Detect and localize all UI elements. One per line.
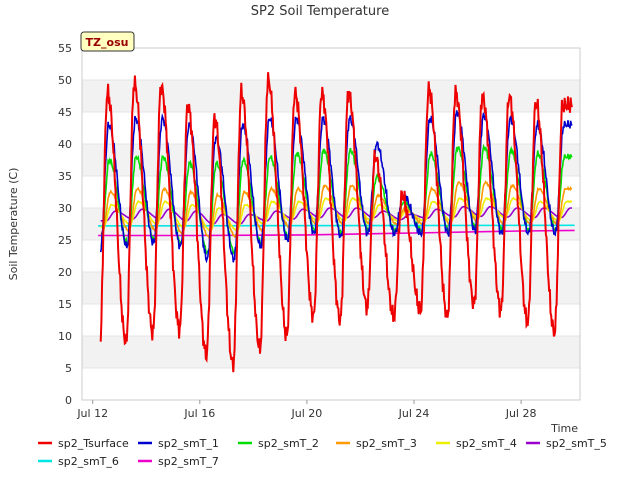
legend-label-sp2_smT_3: sp2_smT_3 xyxy=(356,437,417,450)
grid-band xyxy=(82,272,580,304)
y-tick-label: 55 xyxy=(58,42,72,55)
legend-label-sp2_smT_6: sp2_smT_6 xyxy=(58,455,119,468)
plot-area-frame xyxy=(81,47,581,401)
series-line-sp2_Tsurface xyxy=(99,72,573,373)
legend-label-sp2_Tsurface: sp2_Tsurface xyxy=(58,437,129,450)
tz-badge-box xyxy=(80,31,135,52)
y-tick-label: 25 xyxy=(58,234,72,247)
legend-label-sp2_smT_5: sp2_smT_5 xyxy=(546,437,607,450)
x-axis-ticks: Jul 12 Jul 16 Jul 20 Jul 24 Jul 28 xyxy=(76,400,536,420)
x-tick-label: Jul 28 xyxy=(505,407,537,420)
series-line-sp2_smT_1 xyxy=(99,110,573,264)
legend-label-sp2_smT_1: sp2_smT_1 xyxy=(158,437,219,450)
y-tick-label: 35 xyxy=(58,170,72,183)
grid-band xyxy=(82,336,580,368)
chart-title: SP2 Soil Temperature xyxy=(251,4,389,19)
series-layer xyxy=(98,72,575,373)
legend-label-sp2_smT_2: sp2_smT_2 xyxy=(258,437,319,450)
legend-label-sp2_smT_7: sp2_smT_7 xyxy=(158,455,219,468)
y-tick-label: 40 xyxy=(58,138,72,151)
tz-badge: TZ_osu xyxy=(80,31,135,52)
y-axis-ticks: 0 5 10 15 20 25 30 35 40 45 50 55 xyxy=(58,42,72,407)
y-tick-label: 20 xyxy=(58,266,72,279)
legend-label-sp2_smT_4: sp2_smT_4 xyxy=(456,437,517,450)
x-tick-label: Jul 20 xyxy=(291,407,323,420)
x-tick-label: Jul 12 xyxy=(76,407,108,420)
y-tick-label: 0 xyxy=(65,394,72,407)
grid-band xyxy=(82,80,580,112)
x-axis-label: Time xyxy=(550,422,578,435)
legend: sp2_Tsurface sp2_smT_1 sp2_smT_2 sp2_smT_3 s… xyxy=(38,437,607,468)
y-axis-label: Soil Temperature (C) xyxy=(7,168,20,281)
x-tick-label: Jul 16 xyxy=(183,407,215,420)
y-tick-label: 15 xyxy=(58,298,72,311)
y-tick-label: 50 xyxy=(58,74,72,87)
y-tick-label: 10 xyxy=(58,330,72,343)
y-tick-label: 5 xyxy=(65,362,72,375)
tz-badge-label: TZ_osu xyxy=(86,36,129,49)
y-tick-label: 30 xyxy=(58,202,72,215)
x-tick-label: Jul 24 xyxy=(398,407,430,420)
y-tick-label: 45 xyxy=(58,106,72,119)
